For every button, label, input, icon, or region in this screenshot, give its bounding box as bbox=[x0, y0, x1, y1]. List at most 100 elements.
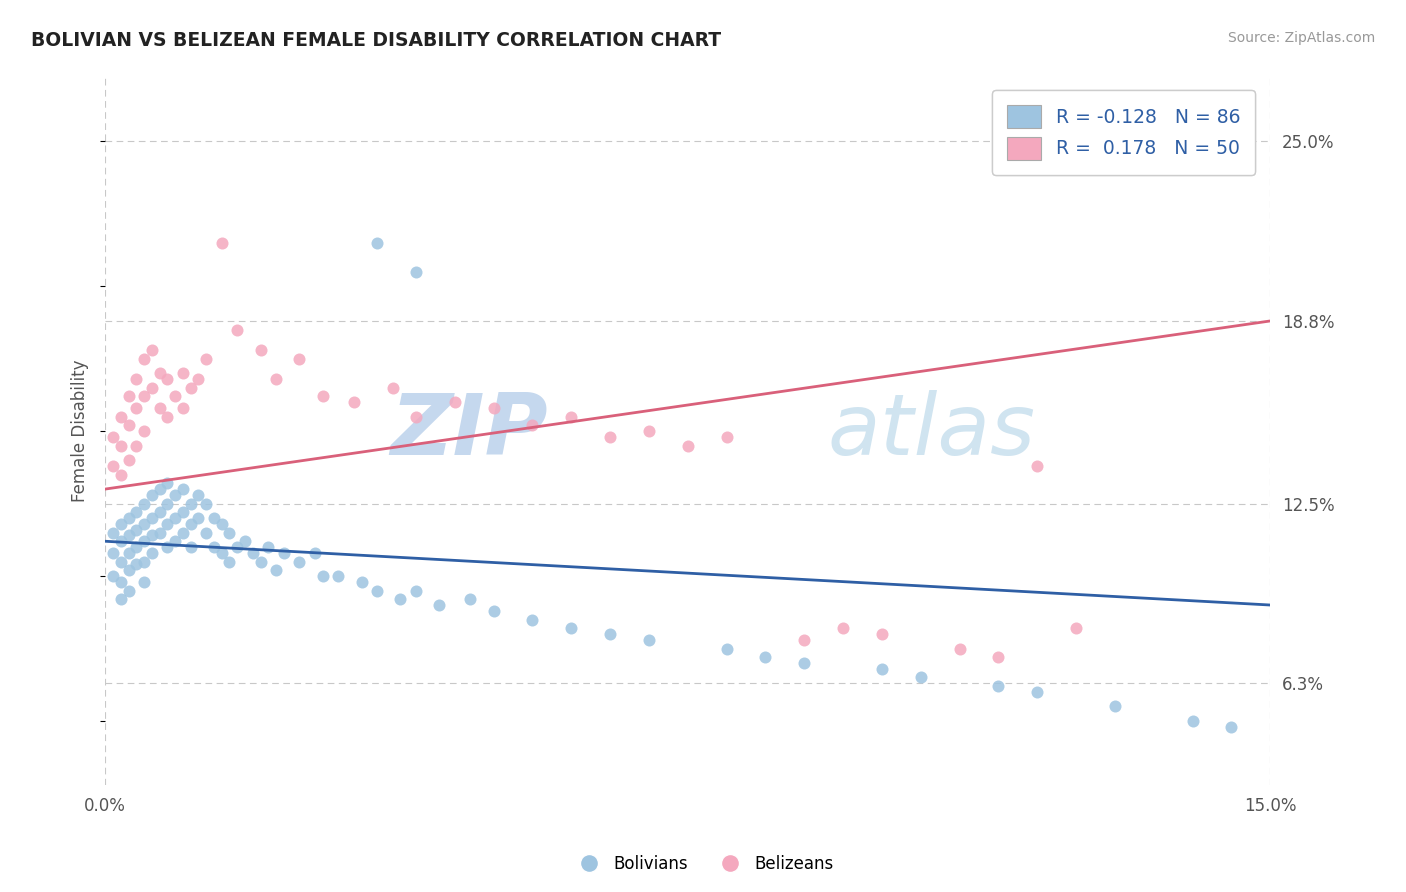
Point bbox=[125, 401, 148, 415]
Point bbox=[110, 534, 132, 549]
Point bbox=[110, 574, 132, 589]
Text: atlas: atlas bbox=[828, 390, 1036, 473]
Point bbox=[125, 558, 148, 572]
Point bbox=[716, 641, 738, 656]
Point bbox=[117, 583, 139, 598]
Point bbox=[180, 497, 202, 511]
Point bbox=[273, 546, 295, 560]
Point bbox=[350, 574, 373, 589]
Point bbox=[405, 583, 427, 598]
Point bbox=[264, 372, 287, 386]
Point bbox=[427, 598, 450, 612]
Point bbox=[125, 372, 148, 386]
Point bbox=[110, 555, 132, 569]
Point bbox=[312, 389, 335, 403]
Point bbox=[949, 641, 972, 656]
Point bbox=[304, 546, 326, 560]
Point bbox=[211, 546, 233, 560]
Point bbox=[172, 482, 194, 496]
Point bbox=[165, 488, 187, 502]
Point bbox=[218, 525, 240, 540]
Point bbox=[187, 372, 209, 386]
Point bbox=[233, 534, 256, 549]
Point bbox=[101, 546, 124, 560]
Point bbox=[1026, 685, 1049, 699]
Point bbox=[405, 409, 427, 424]
Point bbox=[195, 497, 218, 511]
Point bbox=[125, 523, 148, 537]
Point bbox=[202, 540, 225, 554]
Point bbox=[132, 574, 155, 589]
Point bbox=[141, 546, 163, 560]
Point bbox=[156, 497, 179, 511]
Y-axis label: Female Disability: Female Disability bbox=[72, 359, 89, 502]
Point bbox=[117, 418, 139, 433]
Point bbox=[328, 569, 350, 583]
Point bbox=[211, 516, 233, 531]
Point bbox=[110, 516, 132, 531]
Point bbox=[117, 528, 139, 542]
Point bbox=[366, 583, 388, 598]
Point bbox=[754, 650, 776, 665]
Point bbox=[117, 546, 139, 560]
Point bbox=[110, 592, 132, 607]
Point bbox=[522, 613, 544, 627]
Point bbox=[172, 366, 194, 380]
Point bbox=[560, 409, 582, 424]
Point bbox=[257, 540, 280, 554]
Point bbox=[482, 401, 505, 415]
Point bbox=[149, 482, 172, 496]
Point bbox=[149, 401, 172, 415]
Point bbox=[132, 497, 155, 511]
Point bbox=[125, 439, 148, 453]
Point bbox=[458, 592, 481, 607]
Point bbox=[132, 424, 155, 438]
Point bbox=[987, 650, 1010, 665]
Text: BOLIVIAN VS BELIZEAN FEMALE DISABILITY CORRELATION CHART: BOLIVIAN VS BELIZEAN FEMALE DISABILITY C… bbox=[31, 31, 721, 50]
Point bbox=[522, 418, 544, 433]
Legend: Bolivians, Belizeans: Bolivians, Belizeans bbox=[565, 848, 841, 880]
Point bbox=[343, 395, 366, 409]
Point bbox=[910, 671, 932, 685]
Point bbox=[156, 516, 179, 531]
Point bbox=[793, 656, 815, 670]
Point bbox=[101, 458, 124, 473]
Point bbox=[132, 555, 155, 569]
Point bbox=[832, 621, 855, 635]
Point bbox=[226, 323, 249, 337]
Point bbox=[101, 525, 124, 540]
Point bbox=[141, 511, 163, 525]
Point bbox=[195, 351, 218, 366]
Point bbox=[165, 534, 187, 549]
Point bbox=[165, 511, 187, 525]
Point bbox=[638, 632, 661, 647]
Point bbox=[870, 627, 893, 641]
Point bbox=[599, 627, 621, 641]
Point bbox=[117, 511, 139, 525]
Point bbox=[366, 235, 388, 250]
Point bbox=[125, 505, 148, 519]
Point bbox=[172, 505, 194, 519]
Point bbox=[242, 546, 264, 560]
Point bbox=[165, 389, 187, 403]
Point bbox=[101, 569, 124, 583]
Text: ZIP: ZIP bbox=[391, 390, 548, 473]
Point bbox=[1064, 621, 1087, 635]
Point bbox=[101, 430, 124, 444]
Point bbox=[187, 488, 209, 502]
Point bbox=[110, 409, 132, 424]
Point bbox=[716, 430, 738, 444]
Point bbox=[172, 401, 194, 415]
Point bbox=[389, 592, 412, 607]
Point bbox=[149, 505, 172, 519]
Point bbox=[264, 563, 287, 577]
Point bbox=[172, 525, 194, 540]
Point bbox=[180, 381, 202, 395]
Point bbox=[132, 351, 155, 366]
Point bbox=[638, 424, 661, 438]
Point bbox=[443, 395, 465, 409]
Point bbox=[187, 511, 209, 525]
Point bbox=[117, 453, 139, 467]
Point bbox=[132, 389, 155, 403]
Point bbox=[156, 476, 179, 491]
